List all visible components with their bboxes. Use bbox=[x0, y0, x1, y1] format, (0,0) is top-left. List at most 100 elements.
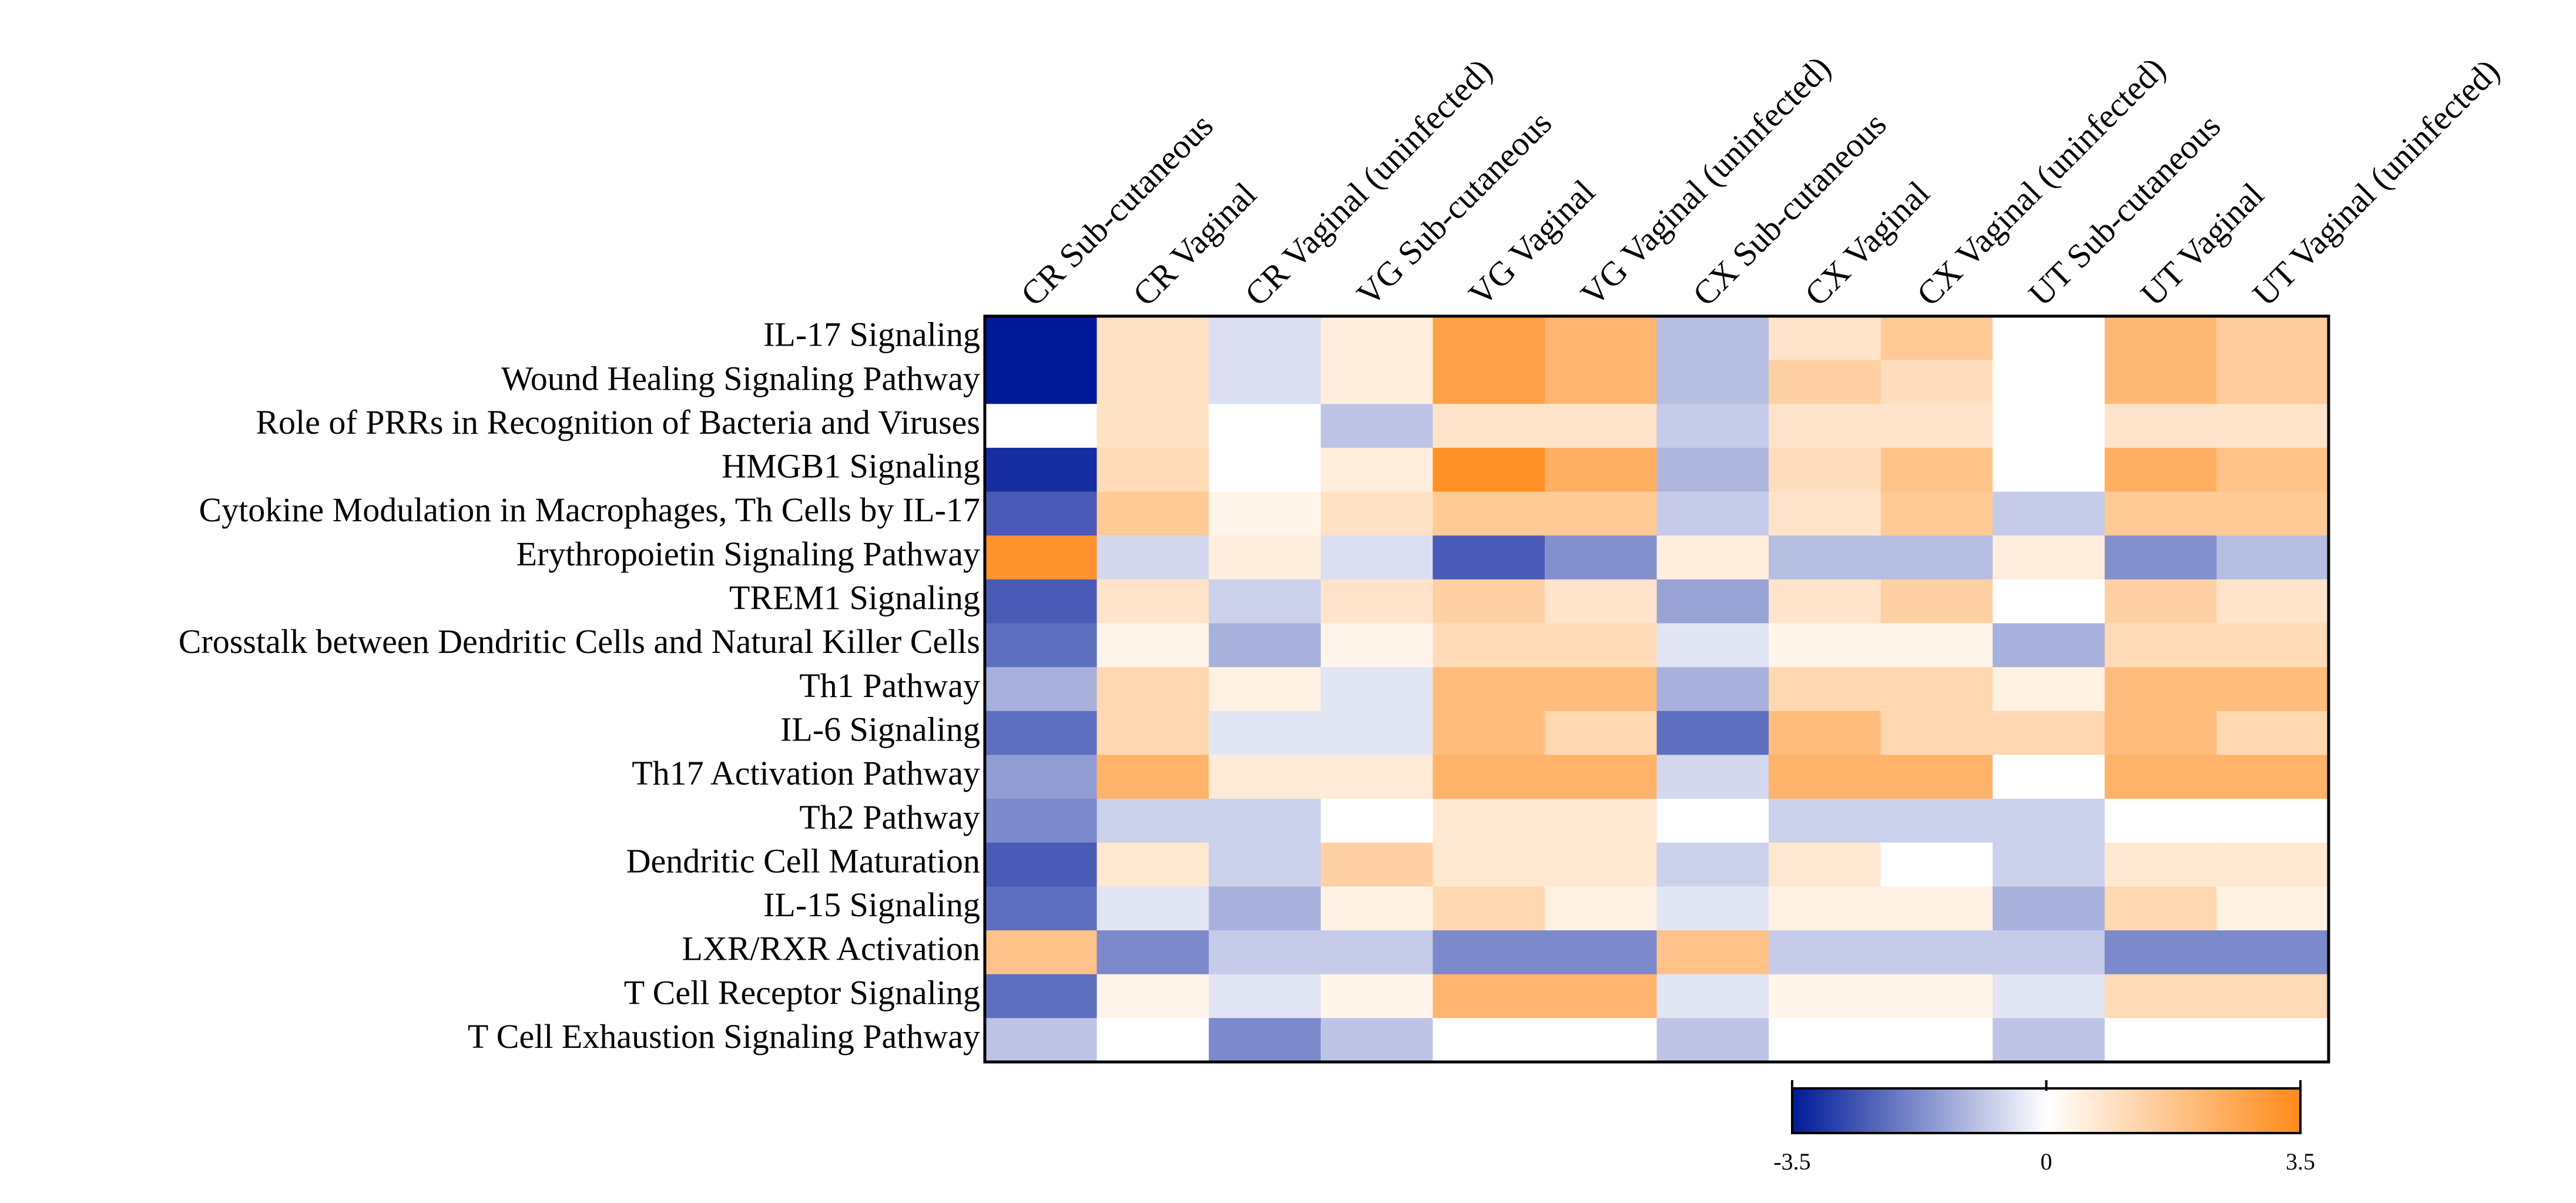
heatmap-cell bbox=[2104, 404, 2218, 448]
heatmap-cell bbox=[1656, 491, 1769, 537]
row-label: Th1 Pathway bbox=[799, 666, 980, 705]
heatmap-cell bbox=[1209, 404, 1321, 448]
heatmap-cell bbox=[2104, 842, 2218, 887]
heatmap-cell bbox=[1544, 623, 1658, 668]
heatmap-cell bbox=[1209, 930, 1321, 975]
heatmap-cell bbox=[1656, 360, 1769, 405]
heatmap-cell bbox=[985, 404, 1098, 448]
heatmap-cell bbox=[1320, 404, 1434, 448]
heatmap-frame bbox=[983, 314, 2330, 1064]
row-label: T Cell Exhaustion Signaling Pathway bbox=[468, 1017, 980, 1055]
heatmap-cell bbox=[1880, 711, 1994, 756]
heatmap-cell bbox=[2104, 491, 2218, 537]
heatmap-cell bbox=[1320, 799, 1434, 843]
heatmap-cell bbox=[1769, 842, 1881, 887]
heatmap-cell bbox=[1433, 535, 1545, 580]
heatmap-cell bbox=[1544, 667, 1658, 712]
row-labels: IL-17 Signaling Wound Healing Signaling P… bbox=[179, 316, 980, 1055]
heatmap-cell bbox=[2104, 623, 2218, 668]
heatmap-cell bbox=[2104, 930, 2218, 975]
heatmap-cell bbox=[1320, 711, 1434, 756]
heatmap-cell bbox=[1096, 667, 1209, 712]
heatmap-cell bbox=[1433, 886, 1545, 931]
heatmap-cell bbox=[1656, 711, 1769, 756]
heatmap-cell bbox=[1769, 535, 1881, 580]
heatmap-cell bbox=[1209, 491, 1321, 537]
heatmap-cell bbox=[1880, 579, 1994, 624]
heatmap-cell bbox=[985, 447, 1098, 492]
heatmap-cell bbox=[2104, 579, 2218, 624]
heatmap-cell bbox=[1993, 535, 2105, 580]
heatmap-cell bbox=[1320, 886, 1434, 931]
heatmap-cell bbox=[1993, 447, 2105, 492]
heatmap-cell bbox=[2104, 711, 2218, 756]
heatmap-cell bbox=[1656, 842, 1769, 887]
heatmap-cell bbox=[1320, 842, 1434, 887]
heatmap-cell bbox=[2104, 447, 2218, 492]
heatmap-cell bbox=[1769, 447, 1881, 492]
heatmap-cell bbox=[1096, 842, 1209, 887]
heatmap-cell bbox=[1544, 755, 1658, 799]
heatmap-cell bbox=[1209, 1018, 1321, 1063]
heatmap-cell bbox=[1993, 799, 2105, 843]
heatmap-cell bbox=[1993, 623, 2105, 668]
heatmap-cell bbox=[1656, 447, 1769, 492]
heatmap-cell bbox=[1880, 667, 1994, 712]
heatmap-cell bbox=[1656, 535, 1769, 580]
colorbar-tick-label: 3.5 bbox=[2286, 1148, 2315, 1175]
heatmap-cell bbox=[1096, 491, 1209, 537]
heatmap-cell bbox=[1656, 974, 1769, 1019]
heatmap-cell bbox=[1433, 623, 1545, 668]
heatmap-cell bbox=[1993, 711, 2105, 756]
row-label: Role of PRRs in Recognition of Bacteria … bbox=[256, 403, 980, 441]
heatmap-cell bbox=[1993, 886, 2105, 931]
heatmap-cell bbox=[1320, 579, 1434, 624]
heatmap-cell bbox=[1656, 1018, 1769, 1063]
heatmap-cell bbox=[1544, 404, 1658, 448]
heatmap-cell bbox=[1209, 667, 1321, 712]
heatmap-cell bbox=[1544, 974, 1658, 1019]
heatmap-cell bbox=[1209, 886, 1321, 931]
heatmap-cell bbox=[1993, 360, 2105, 405]
heatmap-cell bbox=[1320, 360, 1434, 405]
heatmap-cell bbox=[1433, 404, 1545, 448]
heatmap-cell bbox=[2104, 1018, 2218, 1063]
heatmap-cell bbox=[2104, 360, 2218, 405]
heatmap-cell bbox=[1433, 799, 1545, 843]
column-label: UT Sub-cutaneous bbox=[2021, 107, 2228, 314]
heatmap-cell bbox=[1993, 755, 2105, 799]
heatmap-cell bbox=[2216, 667, 2329, 712]
heatmap-cell bbox=[985, 799, 1098, 843]
heatmap-cell bbox=[1880, 842, 1994, 887]
heatmap-cell bbox=[1320, 974, 1434, 1019]
heatmap-cell bbox=[1544, 360, 1658, 405]
heatmap-cell bbox=[1544, 842, 1658, 887]
heatmap-cell bbox=[1096, 1018, 1209, 1063]
heatmap-cell bbox=[1209, 755, 1321, 799]
heatmap-cell bbox=[1433, 360, 1545, 405]
row-label: T Cell Receptor Signaling bbox=[624, 973, 980, 1011]
heatmap-cell bbox=[1320, 447, 1434, 492]
heatmap-cell bbox=[2216, 535, 2329, 580]
colorbar-bar bbox=[1791, 1087, 2302, 1134]
heatmap-cell bbox=[2216, 623, 2329, 668]
heatmap-cell bbox=[1320, 535, 1434, 580]
heatmap-cell bbox=[1880, 623, 1994, 668]
heatmap-cell bbox=[2216, 404, 2329, 448]
heatmap-cell bbox=[2216, 755, 2329, 799]
heatmap-cell bbox=[2216, 930, 2329, 975]
heatmap-cell bbox=[1209, 711, 1321, 756]
heatmap-cell bbox=[1769, 1018, 1881, 1063]
row-label: Erythropoietin Signaling Pathway bbox=[516, 535, 980, 573]
heatmap-cell bbox=[1209, 360, 1321, 405]
colorbar-tick-label: -3.5 bbox=[1773, 1148, 1810, 1175]
heatmap-cell bbox=[1656, 404, 1769, 448]
heatmap-cell bbox=[1880, 360, 1994, 405]
heatmap-cell bbox=[1769, 404, 1881, 448]
heatmap-cell bbox=[1993, 404, 2105, 448]
heatmap-cell bbox=[1096, 360, 1209, 405]
column-label: VG Sub-cutaneous bbox=[1349, 103, 1559, 313]
heatmap-cell bbox=[1993, 1018, 2105, 1063]
heatmap-cell bbox=[1433, 711, 1545, 756]
